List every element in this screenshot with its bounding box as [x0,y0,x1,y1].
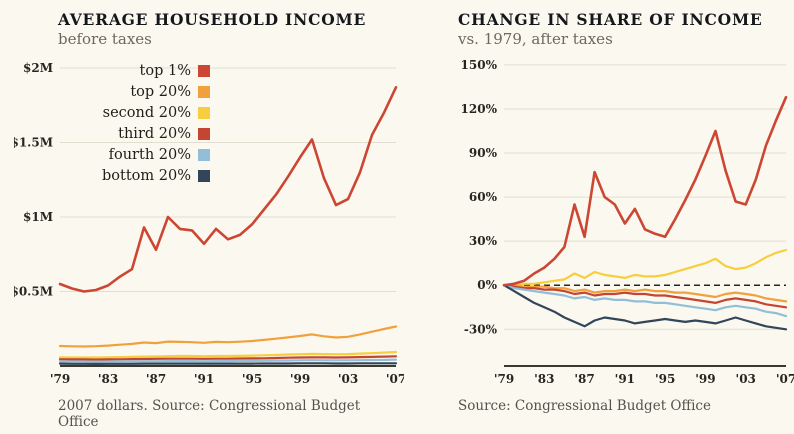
y-tick-label: $1.5M [14,135,53,149]
chart-panel-share-change: CHANGE IN SHARE OF INCOME vs. 1979, afte… [458,10,794,434]
series-line-top-1- [502,95,788,287]
legend-swatch [198,169,210,182]
series-line-fourth-20- [58,358,398,363]
series-line-bottom-20- [502,284,788,331]
chart-subtitle-after-taxes: vs. 1979, after taxes [458,30,613,48]
legend-item: top 20% [50,81,210,102]
y-tick-label: 150% [461,58,498,72]
y-tick-label: 30% [469,234,498,248]
y-tick-label: 120% [461,102,498,116]
legend-swatch [198,127,210,140]
legend-swatch [198,85,210,98]
legend-label: second 20% [102,104,191,121]
legend-swatch [198,148,210,161]
share-chart-canvas: -30% 0% 30% 60% 90% 120% 150% '79 '83 '87 '91 '95 '9… [461,58,794,386]
x-tick-label: '87 [574,372,594,386]
y-tick-label: $1M [23,210,53,224]
x-tick-label: '07 [386,372,404,386]
x-tick-label: '95 [242,372,262,386]
x-tick-label: '83 [98,372,118,386]
income-chart-caption: 2007 dollars. Source: Congressional Budg… [58,398,361,430]
series-line-top-20- [502,248,788,287]
legend-label: bottom 20% [102,167,191,184]
legend-item: fourth 20% [50,144,210,165]
series-line-second-20- [502,284,788,303]
legend-item: top 1% [50,60,210,81]
x-tick-label: '95 [655,372,675,386]
chart-subtitle-before-taxes: before taxes [58,30,152,48]
legend-swatch [198,64,210,77]
income-chart: $0.5M $1M $1.5M $2M '79 '83 '87 '91 '95 '99 '03 '07… [10,52,406,396]
chart-title-share-change: CHANGE IN SHARE OF INCOME [458,10,763,29]
share-chart-caption: Source: Congressional Budget Office [458,398,711,414]
x-tick-label: '83 [534,372,554,386]
y-tick-label: 60% [469,190,498,204]
x-tick-label: '87 [146,372,166,386]
income-chart-canvas: $0.5M $1M $1.5M $2M '79 '83 '87 '91 '95 '99 '03 '07 [10,61,406,386]
x-tick-label: '99 [695,372,715,386]
y-tick-label: 90% [469,146,498,160]
x-tick-label: '91 [194,372,214,386]
legend: top 1% top 20% second 20% third 20% fourth 2… [50,60,210,186]
y-tick-label: $2M [23,61,53,75]
chart-title-average-income: AVERAGE HOUSEHOLD INCOME [58,10,367,29]
legend-label: top 1% [139,62,191,79]
x-tick-label: '07 [776,372,794,386]
legend-label: third 20% [118,125,191,142]
y-tick-label: -30% [464,322,498,336]
x-tick-label: '79 [494,372,514,386]
x-tick-label: '99 [290,372,310,386]
x-tick-label: '03 [338,372,358,386]
y-tick-label: $0.5M [14,284,53,298]
series-line-bottom-20- [58,362,398,365]
series-line-third-20- [58,355,398,361]
chart-panel-average-income: AVERAGE HOUSEHOLD INCOME before taxes $0… [10,10,406,434]
x-tick-label: '91 [615,372,635,386]
series-line-top-20- [58,325,398,348]
series-line-fourth-20- [502,284,788,318]
legend-item: bottom 20% [50,165,210,186]
legend-label: top 20% [130,83,191,100]
share-chart: -30% 0% 30% 60% 90% 120% 150% '79 '83 '87 '91 '95 '9… [458,52,794,396]
legend-label: fourth 20% [108,146,191,163]
legend-item: second 20% [50,102,210,123]
y-tick-label: 0% [477,278,497,292]
series-line-second-20- [58,350,398,359]
legend-item: third 20% [50,123,210,144]
x-tick-label: '79 [50,372,70,386]
series-line-third-20- [502,284,788,309]
series-line-top-1- [58,85,398,293]
legend-swatch [198,106,210,119]
x-tick-label: '03 [736,372,756,386]
